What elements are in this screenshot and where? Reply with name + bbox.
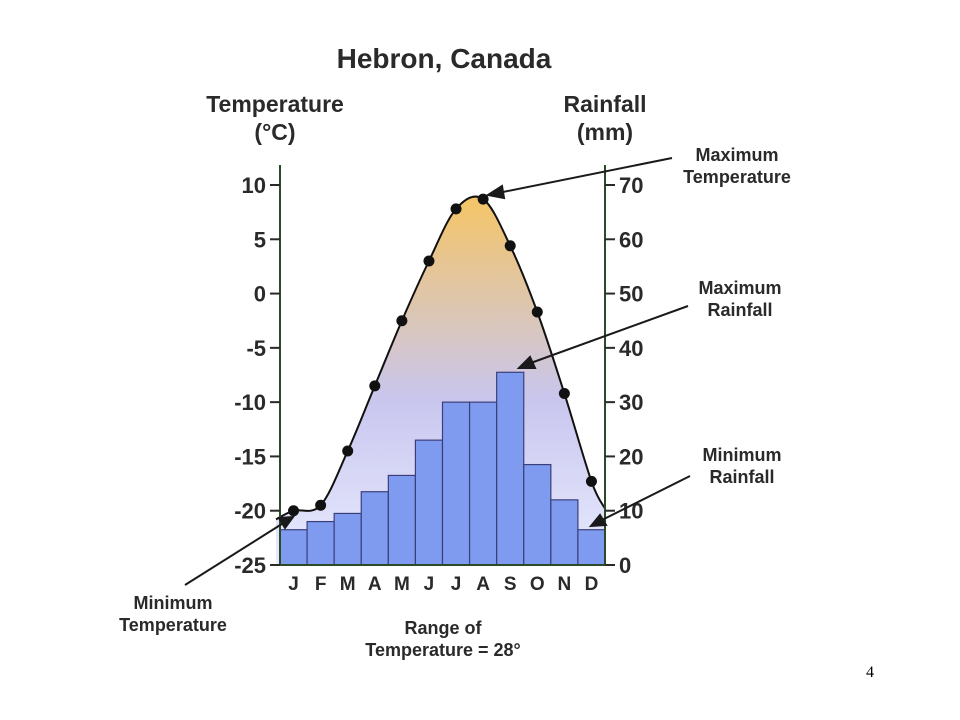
- temperature-point: [369, 380, 381, 392]
- min-temp-arrowhead: [277, 515, 296, 530]
- right-tick-label: 70: [619, 173, 643, 198]
- page-number: 4: [866, 664, 874, 681]
- min-temp-annotation-line1: Minimum: [134, 593, 213, 613]
- right-tick-label: 0: [619, 553, 631, 578]
- month-label: D: [585, 574, 599, 595]
- right-tick-label: 60: [619, 227, 643, 252]
- month-label: J: [424, 574, 435, 595]
- left-tick-label: -10: [234, 390, 266, 415]
- max-temp-annotation-line1: Maximum: [695, 145, 778, 165]
- month-label: J: [288, 574, 299, 595]
- rainfall-bar: [387, 474, 417, 566]
- month-label: M: [340, 574, 356, 595]
- temperature-point: [558, 387, 570, 399]
- min-rain-annotation-line2: Rainfall: [709, 467, 774, 487]
- range-annotation-line2: Temperature = 28°: [365, 640, 520, 660]
- chart-title: Hebron, Canada: [337, 43, 552, 74]
- rainfall-bar: [577, 529, 606, 566]
- month-label: J: [451, 574, 462, 595]
- right-tick-label: 20: [619, 444, 643, 469]
- max-temp-annotation-line2: Temperature: [683, 167, 791, 187]
- max-rain-annotation-line1: Maximum: [698, 278, 781, 298]
- left-axis-label-line2: (°C): [254, 119, 295, 145]
- month-label: S: [504, 574, 517, 595]
- min-rain-annotation-line1: Minimum: [703, 445, 782, 465]
- right-axis-label-line2: (mm): [577, 119, 633, 145]
- right-tick-label: 10: [619, 499, 643, 524]
- left-tick-label: -15: [234, 444, 266, 469]
- temperature-point: [477, 193, 489, 205]
- rainfall-bar: [360, 491, 389, 566]
- month-label: M: [394, 574, 410, 595]
- temperature-point: [288, 505, 300, 517]
- min-temp-arrow: [184, 521, 286, 586]
- rainfall-bar: [306, 520, 335, 566]
- temperature-point: [396, 315, 408, 327]
- min-rain-arrowhead: [588, 513, 608, 528]
- left-tick-label: -5: [246, 336, 266, 361]
- month-label: O: [530, 574, 545, 595]
- max-rain-annotation-line2: Rainfall: [707, 300, 772, 320]
- temperature-point: [342, 445, 354, 457]
- left-tick-label: -20: [234, 499, 266, 524]
- max-rain-arrow: [527, 305, 689, 365]
- month-label: F: [315, 574, 327, 595]
- temperature-point: [504, 240, 516, 252]
- min-temp-annotation-line2: Temperature: [119, 615, 227, 635]
- left-tick-label: 0: [254, 282, 266, 307]
- left-tick-label: 10: [242, 173, 266, 198]
- max-rain-arrowhead: [516, 355, 537, 369]
- temperature-point: [450, 203, 462, 215]
- right-tick-label: 40: [619, 336, 643, 361]
- rainfall-bar: [279, 529, 308, 566]
- temperature-point: [423, 255, 435, 267]
- range-annotation-line1: Range of: [404, 618, 482, 638]
- rainfall-bar: [414, 439, 444, 566]
- temperature-point: [585, 475, 597, 487]
- rainfall-bar: [441, 401, 471, 566]
- rainfall-bar: [550, 499, 579, 566]
- rainfall-bar: [496, 371, 525, 566]
- min-rain-arrow: [599, 475, 691, 522]
- left-axis-label-line1: Temperature: [206, 91, 344, 117]
- right-axis-label-line1: Rainfall: [563, 91, 646, 117]
- left-tick-label: 5: [254, 227, 266, 252]
- max-temp-arrow: [497, 157, 673, 194]
- rainfall-bar: [468, 401, 498, 566]
- right-tick-label: 50: [619, 282, 643, 307]
- month-label: A: [368, 574, 382, 595]
- rainfall-bar: [333, 512, 362, 566]
- left-tick-label: -25: [234, 553, 266, 578]
- temperature-point: [531, 306, 543, 318]
- temperature-point: [315, 499, 327, 511]
- month-label: N: [558, 574, 572, 595]
- right-tick-label: 30: [619, 390, 643, 415]
- month-label: A: [476, 574, 490, 595]
- rainfall-bar: [523, 463, 552, 566]
- max-temp-arrowhead: [485, 184, 506, 200]
